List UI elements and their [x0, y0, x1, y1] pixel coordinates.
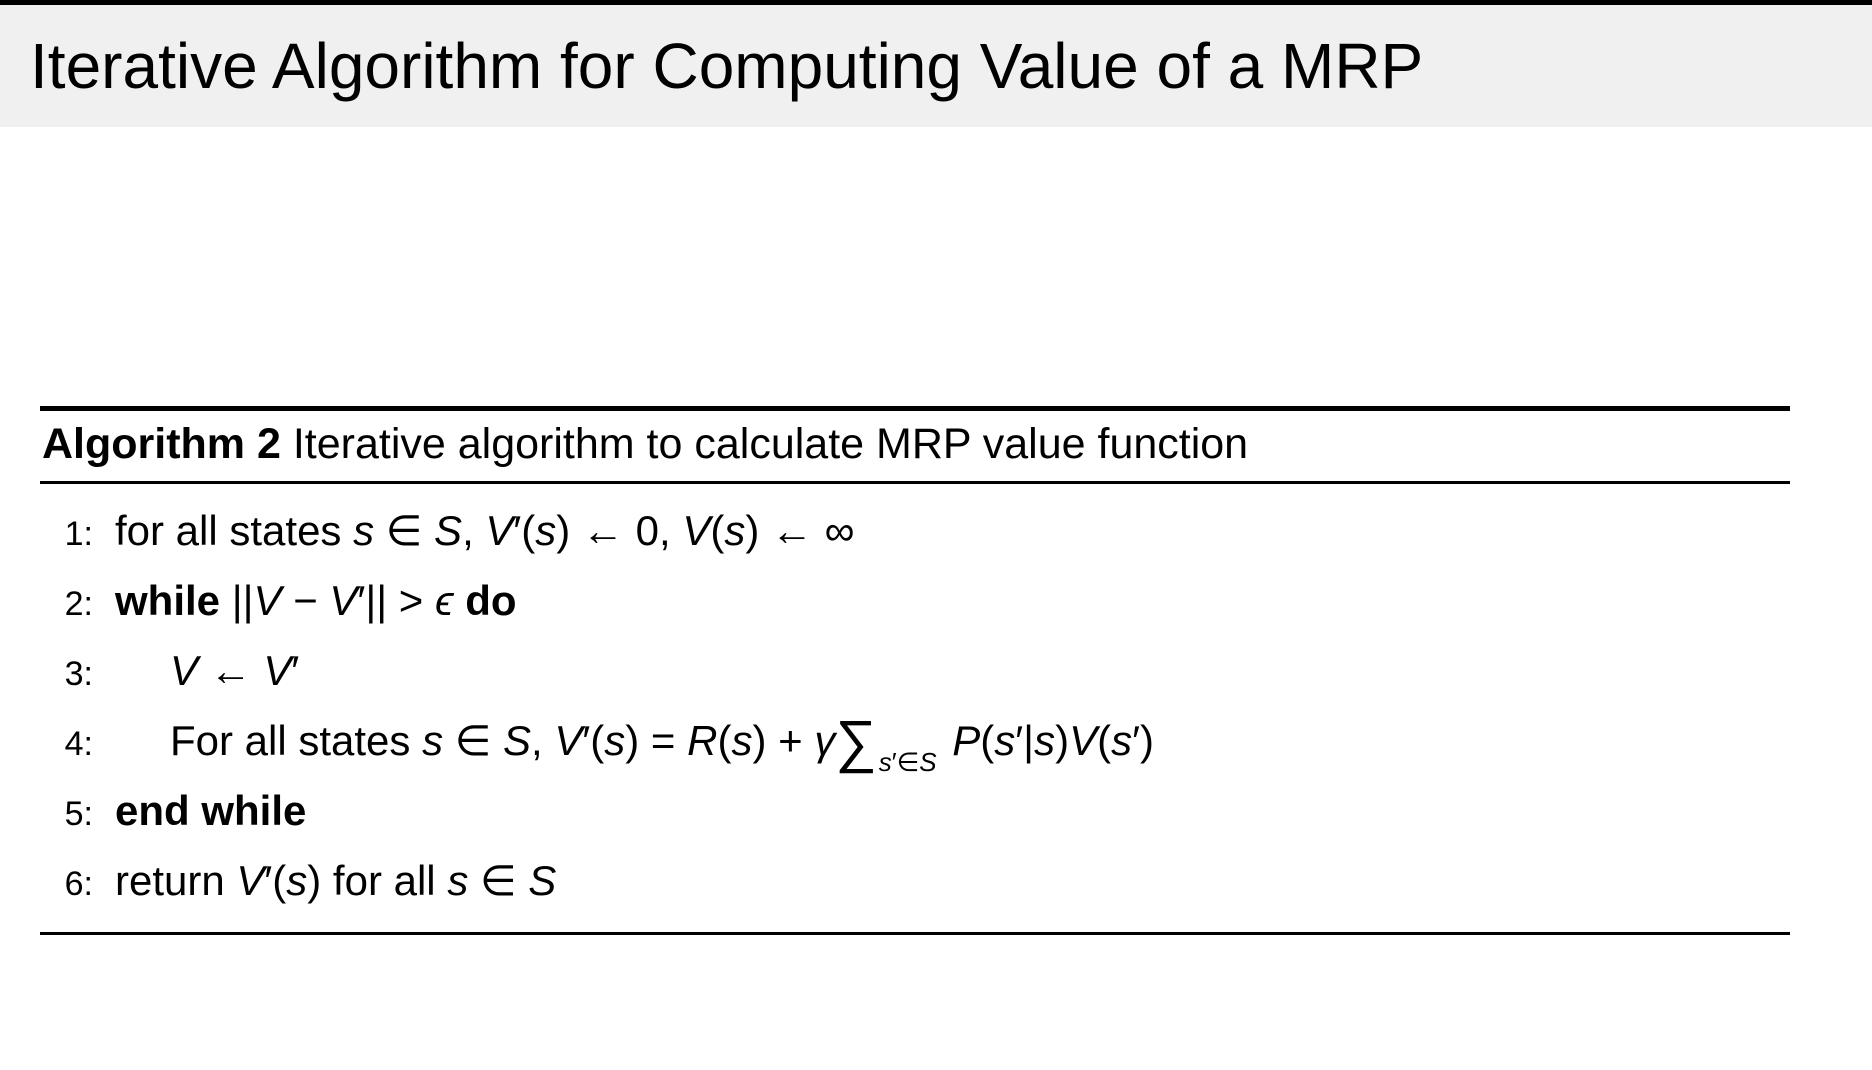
algorithm-label: Algorithm 2 — [42, 420, 281, 468]
math-var: s — [1111, 716, 1133, 764]
math-var: s — [447, 856, 469, 904]
algorithm-header: Algorithm 2 Iterative algorithm to calcu… — [40, 411, 1790, 484]
math-var: V — [329, 576, 358, 624]
math-var: S — [919, 746, 937, 777]
math-var: V — [1069, 716, 1098, 764]
math-var: s — [353, 506, 375, 554]
math-var: s — [1034, 716, 1056, 764]
math-operator: ′|| > — [357, 576, 435, 624]
math-var: s — [604, 716, 626, 764]
math-var: V — [554, 716, 583, 764]
math-var: s — [724, 506, 746, 554]
math-operator: ∈ — [468, 856, 529, 904]
math-operator: ∈ — [443, 716, 504, 764]
math-var: V — [253, 576, 282, 624]
math-operator: ( — [1097, 716, 1112, 764]
math-operator: || — [231, 576, 254, 624]
text-segment: , — [462, 506, 486, 554]
math-operator: ′∈ — [891, 746, 920, 777]
math-operator: ) = — [625, 716, 688, 764]
math-var: V — [682, 506, 711, 554]
math-var: S — [528, 856, 557, 904]
math-operator: ) — [1055, 716, 1070, 764]
slide-title-band: Iterative Algorithm for Computing Value … — [0, 5, 1872, 127]
algo-line-1: 1: for all states s ∈ S, V′(s) ← 0, V(s) … — [40, 496, 1790, 566]
algo-line-6: 6: return V′(s) for all s ∈ S — [40, 846, 1790, 916]
algo-line-4: 4: For all states s ∈ S, V′(s) = R(s) + γ… — [40, 706, 1790, 777]
summation-symbol: ∑ — [835, 708, 877, 774]
math-var: S — [434, 506, 463, 554]
math-operator: − — [281, 576, 330, 624]
line-number: 2: — [64, 584, 93, 623]
math-var: V — [170, 646, 199, 694]
keyword: do — [453, 576, 517, 624]
line-number: 3: — [64, 654, 93, 693]
line-number: 4: — [64, 724, 93, 763]
math-var: V — [236, 856, 265, 904]
math-var: s — [731, 716, 753, 764]
math-var: ϵ — [435, 576, 454, 624]
math-var: s — [878, 746, 892, 777]
math-var: V — [263, 646, 292, 694]
line-body: return V′(s) for all s ∈ S — [115, 857, 556, 904]
text-segment: for all states — [115, 506, 354, 554]
math-operator: ← — [198, 646, 264, 694]
math-var: R — [687, 716, 718, 764]
text-segment — [941, 717, 953, 764]
text-segment: ) for all — [307, 856, 448, 904]
top-black-strip — [0, 0, 1872, 5]
keyword: end while — [115, 786, 307, 834]
math-var: s — [422, 716, 444, 764]
math-operator: ) + — [752, 716, 815, 764]
math-operator: ∈ — [374, 506, 435, 554]
math-operator: ( — [710, 506, 725, 554]
math-operator: ′( — [582, 716, 605, 764]
algorithm-caption: Iterative algorithm to calculate MRP val… — [292, 420, 1249, 468]
algo-line-5: 5: end while — [40, 776, 1790, 846]
page-title: Iterative Algorithm for Computing Value … — [30, 30, 1424, 102]
line-body: end while — [115, 787, 306, 834]
math-var: s — [535, 506, 557, 554]
text-segment: , — [531, 716, 555, 764]
algo-line-2: 2: while ||V − V′|| > ϵ do — [40, 566, 1790, 636]
math-operator: ′| — [1015, 716, 1035, 764]
text-segment: return — [115, 856, 237, 904]
algo-line-3: 3: V ← V′ — [40, 636, 1790, 706]
math-operator: ′( — [264, 856, 287, 904]
keyword: while — [115, 576, 232, 624]
math-var: γ — [814, 716, 836, 764]
line-body: V ← V′ — [170, 647, 299, 694]
math-var: P — [952, 716, 981, 764]
line-number: 5: — [64, 794, 93, 833]
line-body: For all states s ∈ S, V′(s) = R(s) + γ∑s… — [170, 709, 1154, 777]
line-number: 1: — [64, 514, 93, 553]
summation-subscript: s′∈S — [879, 747, 937, 777]
math-var: s — [286, 856, 308, 904]
math-var: S — [503, 716, 532, 764]
math-operator: ) ← 0, — [556, 506, 683, 554]
math-operator: ′) — [1132, 716, 1154, 764]
algorithm-body: 1: for all states s ∈ S, V′(s) ← 0, V(s) … — [40, 484, 1790, 932]
line-body: for all states s ∈ S, V′(s) ← 0, V(s) ← … — [115, 507, 855, 554]
math-operator: ′( — [513, 506, 536, 554]
line-number: 6: — [64, 864, 93, 903]
math-operator: ) ← ∞ — [745, 506, 855, 554]
math-operator: ′ — [291, 646, 300, 694]
math-operator: ( — [717, 716, 732, 764]
line-body: while ||V − V′|| > ϵ do — [115, 577, 517, 624]
text-segment: For all states — [170, 716, 423, 764]
algorithm-box: Algorithm 2 Iterative algorithm to calcu… — [40, 406, 1790, 935]
math-var: s — [994, 716, 1016, 764]
math-operator: ( — [980, 716, 995, 764]
math-var: V — [485, 506, 514, 554]
